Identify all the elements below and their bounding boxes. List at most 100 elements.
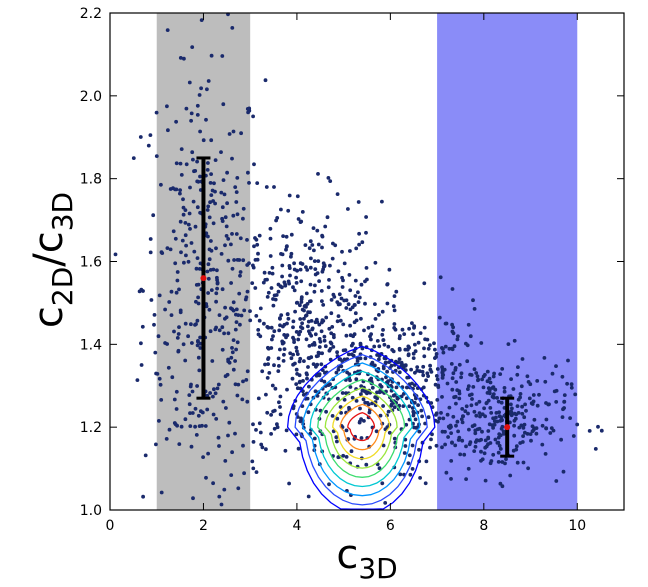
data-point (502, 386, 507, 390)
data-point (329, 311, 334, 316)
data-point (494, 411, 499, 415)
data-point (175, 336, 180, 340)
data-point (154, 154, 159, 159)
data-point (491, 374, 496, 379)
data-point (222, 192, 227, 197)
data-point (206, 451, 211, 456)
data-point (331, 345, 336, 349)
data-point (466, 387, 470, 391)
data-point (182, 56, 186, 61)
data-point (179, 250, 183, 255)
data-point (480, 412, 485, 417)
data-point (209, 239, 213, 243)
data-point (453, 368, 458, 372)
data-point (528, 382, 533, 387)
x-tick-label: 8 (479, 518, 488, 534)
data-point (416, 403, 420, 407)
data-point (290, 376, 295, 381)
data-point (488, 461, 493, 466)
data-point (258, 306, 263, 311)
data-point (417, 447, 421, 452)
data-point (504, 457, 508, 461)
data-point (298, 329, 303, 334)
data-point (235, 176, 240, 180)
data-point (502, 389, 507, 394)
data-point (300, 321, 304, 326)
data-point (410, 321, 414, 325)
data-point (474, 413, 479, 418)
data-point (244, 295, 249, 300)
data-point (238, 322, 242, 327)
data-point (515, 460, 520, 465)
data-point (241, 216, 245, 221)
data-point (418, 476, 422, 480)
data-point (294, 281, 299, 285)
data-point (230, 346, 234, 350)
data-point (252, 244, 256, 249)
data-point (214, 325, 219, 330)
data-point (264, 392, 268, 397)
data-point (348, 249, 352, 253)
data-point (304, 337, 309, 342)
data-point (357, 295, 362, 300)
data-point (270, 271, 275, 276)
contour-line-6 (332, 395, 391, 460)
data-point (364, 215, 368, 219)
data-point (381, 328, 385, 332)
data-point (370, 324, 375, 329)
data-point (206, 234, 210, 239)
data-point (457, 396, 462, 401)
data-point (257, 233, 262, 238)
data-point (321, 319, 326, 323)
data-point (277, 400, 281, 405)
data-point (407, 404, 412, 409)
data-point (320, 299, 324, 303)
data-point (177, 287, 181, 292)
data-point (229, 473, 234, 477)
data-point (428, 367, 433, 372)
data-point (492, 371, 496, 376)
data-point (311, 362, 316, 366)
data-point (194, 322, 198, 326)
data-point (537, 392, 541, 397)
data-point (510, 406, 514, 411)
data-point (380, 199, 384, 204)
data-point (220, 287, 225, 292)
data-point (398, 472, 403, 477)
data-point (137, 289, 142, 294)
data-point (322, 264, 327, 268)
data-point (207, 307, 212, 312)
data-point (220, 205, 225, 210)
data-point (332, 295, 337, 299)
data-point (206, 291, 211, 295)
data-point (365, 277, 369, 282)
data-point (236, 486, 241, 491)
data-point (364, 230, 368, 235)
data-point (148, 250, 153, 255)
data-point (194, 266, 199, 271)
data-point (521, 426, 526, 430)
data-point (512, 433, 517, 438)
data-point (269, 432, 273, 436)
data-point (286, 208, 291, 213)
data-point (467, 442, 472, 447)
data-point (316, 242, 321, 247)
data-point (148, 133, 153, 138)
data-point (226, 237, 231, 241)
data-point (364, 266, 369, 270)
data-point (235, 258, 240, 262)
data-point (449, 431, 453, 435)
data-point (404, 422, 409, 427)
data-point (328, 340, 333, 345)
data-point (334, 435, 339, 440)
data-point (468, 372, 472, 377)
data-point (358, 406, 362, 411)
data-point (363, 356, 368, 361)
data-point (186, 222, 191, 227)
data-point (187, 211, 192, 216)
data-point (392, 308, 397, 313)
data-point (276, 289, 281, 294)
data-point (448, 423, 453, 428)
data-point (483, 438, 488, 443)
data-point (316, 350, 321, 355)
